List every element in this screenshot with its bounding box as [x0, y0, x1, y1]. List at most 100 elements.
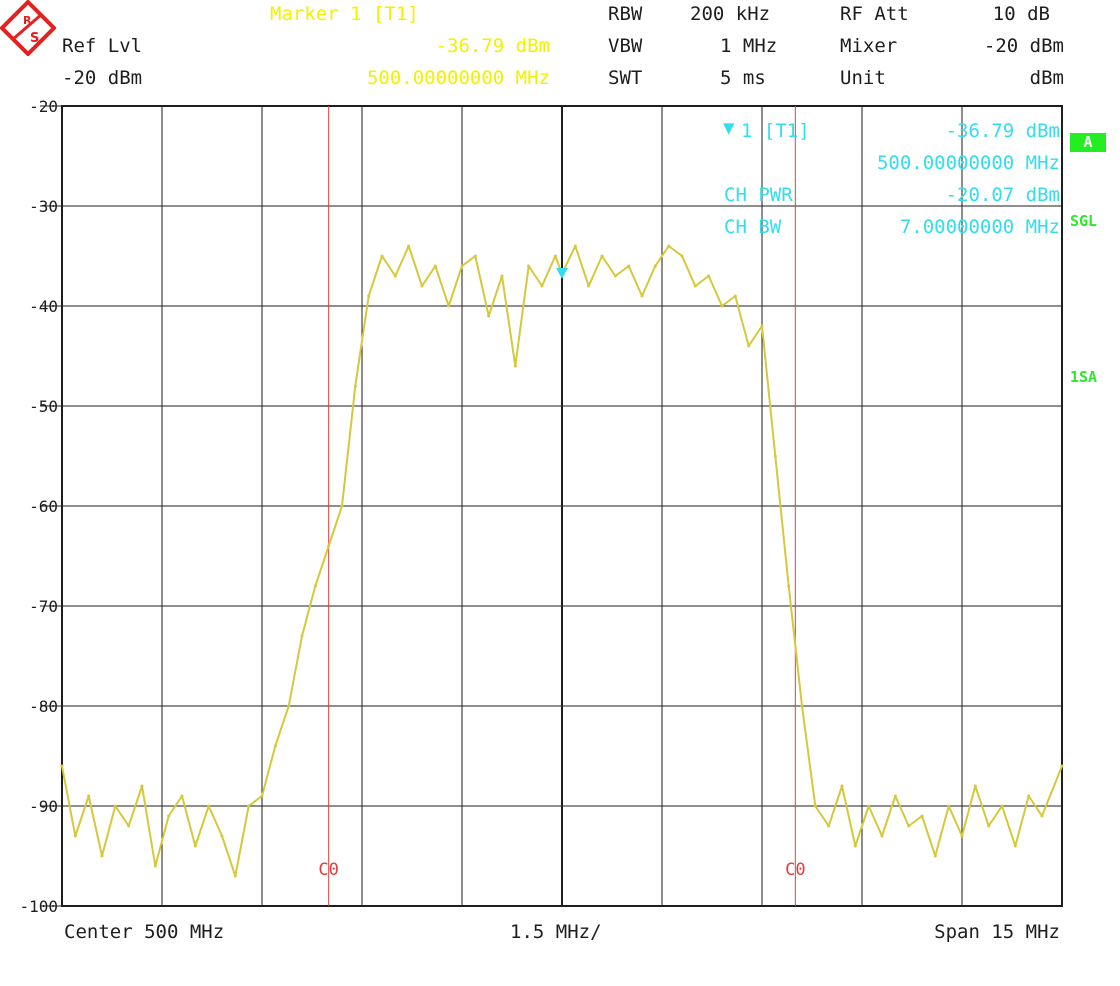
- svg-text:S: S: [30, 31, 39, 46]
- trace-point: [1000, 804, 1004, 808]
- trace-point: [920, 814, 924, 818]
- channel-line-label: C0: [785, 860, 805, 880]
- trace-point: [680, 254, 684, 258]
- rf-att-label: RF Att: [840, 3, 909, 25]
- rbw-value: 200 kHz: [690, 3, 771, 25]
- span-frequency: Span 15 MHz: [934, 921, 1060, 943]
- trace-point: [960, 834, 964, 838]
- trace-point: [247, 804, 251, 808]
- trace-point: [627, 264, 631, 268]
- trace-point: [193, 844, 197, 848]
- trace-point: [473, 254, 477, 258]
- trace-point: [613, 274, 617, 278]
- trace-point: [540, 284, 544, 288]
- vbw-label: VBW: [608, 35, 643, 57]
- mixer-value: -20 dBm: [983, 35, 1064, 57]
- marker-triangle-icon: ▼: [723, 117, 735, 139]
- trace-point: [880, 834, 884, 838]
- y-tick-label: -100: [19, 897, 58, 916]
- trace-point: [827, 824, 831, 828]
- trace-point: [380, 254, 384, 258]
- trace-point: [447, 304, 451, 308]
- trace-point: [73, 834, 77, 838]
- trace-point: [973, 784, 977, 788]
- trace-point: [987, 824, 991, 828]
- trace-point: [787, 584, 791, 588]
- trace-point: [640, 294, 644, 298]
- marker-box-frequency: 500.00000000 MHz: [876, 152, 1060, 174]
- trace-point: [707, 274, 711, 278]
- y-tick-label: -60: [29, 497, 58, 516]
- marker-layer: [556, 267, 568, 279]
- y-tick-label: -40: [29, 297, 58, 316]
- y-tick-label: -90: [29, 797, 58, 816]
- trace-point: [800, 704, 804, 708]
- trace-point: [693, 284, 697, 288]
- trace-point: [273, 744, 277, 748]
- swt-label: SWT: [608, 67, 643, 89]
- trace-point: [487, 314, 491, 318]
- trace-point: [367, 294, 371, 298]
- ref-lvl-value: -20 dBm: [62, 67, 143, 89]
- trace-point: [153, 864, 157, 868]
- mixer-label: Mixer: [840, 35, 898, 57]
- trace-point: [587, 284, 591, 288]
- trace-point: [340, 504, 344, 508]
- y-axis-ticks: -20 -30 -40 -50 -60 -70 -80 -90 -100: [19, 97, 62, 916]
- trace-point: [853, 844, 857, 848]
- trace-point: [140, 784, 144, 788]
- rf-att-value: 10 dB: [992, 3, 1050, 25]
- ch-bw-label: CH BW: [724, 216, 782, 238]
- trace-point: [1027, 794, 1031, 798]
- trace-point: [167, 814, 171, 818]
- unit-value: dBm: [1029, 67, 1064, 89]
- trace-point: [407, 244, 411, 248]
- trace-a-badge: A: [1070, 133, 1106, 152]
- trace-point: [353, 384, 357, 388]
- trace-point: [300, 634, 304, 638]
- trace-point: [840, 784, 844, 788]
- y-tick-label: -50: [29, 397, 58, 416]
- y-tick-label: -30: [29, 197, 58, 216]
- unit-label: Unit: [840, 67, 886, 89]
- ref-lvl-label: Ref Lvl: [62, 35, 143, 57]
- trace-point: [287, 704, 291, 708]
- trace-point: [907, 824, 911, 828]
- trace-point: [260, 794, 264, 798]
- channel-lines: C0 C0: [318, 106, 806, 906]
- sgl-label: SGL: [1070, 212, 1098, 230]
- trace-point: [773, 454, 777, 458]
- frequency-per-division: 1.5 MHz/: [510, 921, 602, 943]
- trace-point: [653, 264, 657, 268]
- trace-point: [100, 854, 104, 858]
- trace-point: [733, 294, 737, 298]
- trace-point: [600, 254, 604, 258]
- 1sa-label: 1SA: [1070, 368, 1098, 386]
- trace-point: [393, 274, 397, 278]
- trace-point: [760, 324, 764, 328]
- trace-point: [207, 804, 211, 808]
- trace-point: [1040, 814, 1044, 818]
- marker-title: Marker 1 [T1]: [270, 3, 419, 25]
- marker-level: -36.79 dBm: [435, 35, 550, 57]
- rohde-schwarz-logo-icon: R S: [0, 0, 56, 56]
- svg-text:R: R: [23, 14, 32, 27]
- spectrum-trace: [60, 244, 1064, 878]
- plot-grid: [61, 105, 1063, 907]
- trace-point: [180, 794, 184, 798]
- trace-point: [1013, 844, 1017, 848]
- trace-point: [113, 804, 117, 808]
- channel-line-label: C0: [318, 860, 338, 880]
- trace-series-line: [61, 245, 1063, 877]
- trace-point: [500, 274, 504, 278]
- swt-value: 5 ms: [720, 67, 766, 89]
- y-tick-label: -70: [29, 597, 58, 616]
- trace-point: [87, 794, 91, 798]
- marker-frequency: 500.00000000 MHz: [366, 67, 550, 89]
- ch-pwr-value: -20.07 dBm: [945, 184, 1060, 206]
- trace-point: [233, 874, 237, 878]
- trace-point: [573, 244, 577, 248]
- ch-pwr-label: CH PWR: [724, 184, 793, 206]
- trace-point: [747, 344, 751, 348]
- marker-box-label: 1 [T1]: [741, 120, 810, 142]
